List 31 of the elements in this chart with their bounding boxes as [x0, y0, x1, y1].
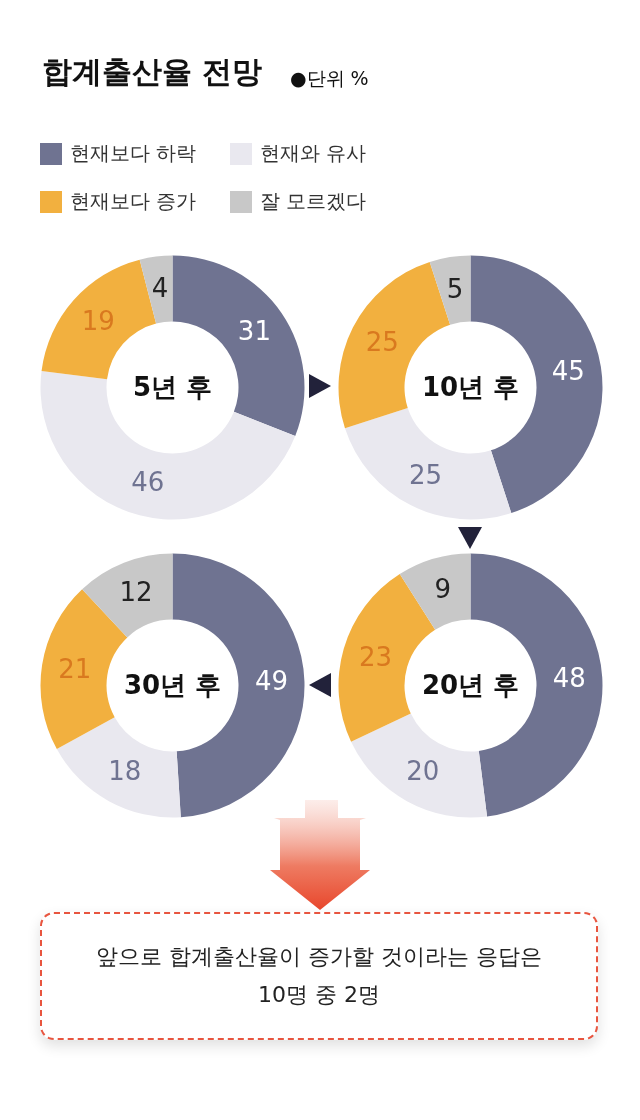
data-label: 9	[434, 574, 452, 605]
donut-slice	[82, 553, 173, 638]
text: 20년 후	[421, 669, 520, 700]
data-label: 5	[446, 273, 464, 304]
donut-slice	[344, 407, 512, 520]
text: 앞으로 합계출산율이 증가할 것이라는 응답은 10명 중 2명	[95, 942, 543, 1009]
text: 30년 후	[123, 669, 222, 700]
data-label: 4	[151, 273, 169, 304]
legend-label: 현재와 유사	[260, 140, 367, 167]
donut-slice	[351, 713, 488, 818]
donut-slice	[429, 255, 471, 325]
data-label: 49	[254, 666, 288, 697]
data-label: 45	[551, 356, 585, 387]
donut-slice	[399, 553, 471, 630]
donut-slice	[40, 370, 296, 520]
donut-slice	[139, 255, 173, 324]
data-label: 25	[409, 459, 443, 490]
data-label: 31	[237, 315, 271, 346]
legend-label: 잘 모르겠다	[260, 188, 367, 215]
data-label: 48	[552, 663, 586, 694]
data-label: 20	[406, 756, 440, 787]
data-label: 46	[131, 467, 165, 498]
text: 5년 후	[132, 371, 213, 402]
chart-title: 합계출산율 전망	[42, 53, 263, 91]
legend-label: 현재보다 증가	[70, 188, 197, 215]
chart-subtitle: ●단위 %	[290, 66, 369, 91]
data-label: 18	[108, 756, 142, 787]
text: 10년 후	[421, 371, 520, 402]
legend-label: 현재보다 하락	[70, 140, 197, 167]
data-label: 12	[119, 577, 153, 608]
donut-slice	[56, 717, 181, 818]
